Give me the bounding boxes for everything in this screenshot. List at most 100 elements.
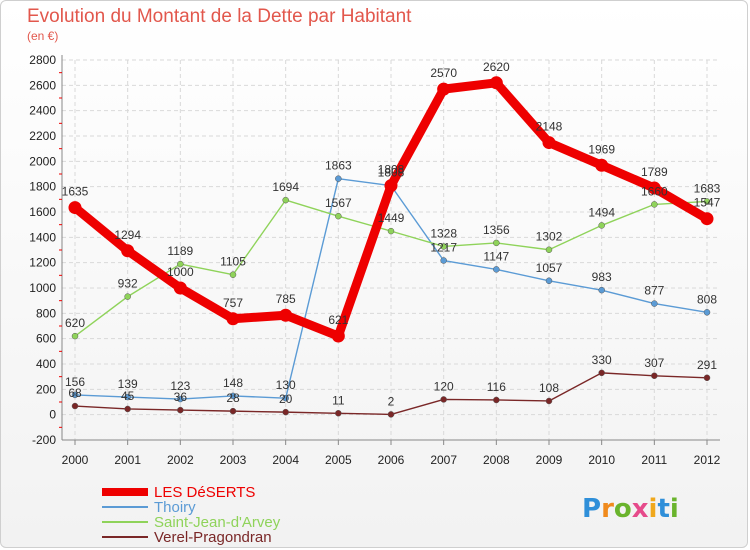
logo-letter: i [649, 494, 658, 524]
y-tick-label: 1600 [29, 205, 56, 219]
series-point [703, 374, 711, 382]
series-point [177, 406, 184, 414]
logo-letter: r [601, 494, 614, 524]
series-point [71, 391, 79, 399]
data-label: 291 [697, 358, 717, 372]
series-point [545, 277, 553, 285]
logo-letter: x [632, 494, 649, 524]
series-point [177, 395, 184, 403]
y-tick-label: 600 [36, 332, 56, 346]
data-label: 28 [226, 391, 240, 405]
data-label: 1147 [483, 249, 509, 263]
data-label: 330 [592, 353, 612, 367]
data-label: 307 [644, 356, 664, 370]
chart-subtitle: (en €) [27, 29, 58, 43]
series-point [229, 392, 237, 400]
series-point [598, 369, 605, 377]
series-point [226, 312, 240, 326]
grid [62, 59, 720, 441]
series-point [173, 281, 187, 295]
data-label: 2620 [483, 60, 510, 74]
series-point [651, 300, 658, 307]
series-point [71, 332, 79, 340]
x-tick-label: 2003 [220, 453, 247, 467]
data-label: 877 [644, 284, 664, 298]
data-label: 1494 [588, 205, 615, 219]
data-label: 120 [434, 379, 454, 393]
series-point [124, 405, 131, 413]
series-point [440, 243, 447, 250]
data-label: 156 [65, 375, 85, 389]
data-label: 1000 [167, 265, 194, 279]
data-label: 108 [539, 381, 559, 395]
data-label: 1105 [220, 255, 246, 269]
axes: -200 0 200 400 600 800 1000 1200 1400 1600 1800 200… [29, 53, 720, 467]
y-tick-label: 1000 [29, 281, 56, 295]
series-point [68, 201, 82, 215]
data-label: 1694 [272, 180, 299, 194]
y-tick-label: 2600 [29, 78, 56, 92]
data-label: 932 [118, 277, 138, 291]
logo-letter: o [614, 494, 632, 524]
data-label: 1789 [641, 165, 668, 179]
y-tick-label: -200 [32, 433, 56, 447]
legend: LES DéSERTSThoirySaint-Jean-d'ArveyVerel… [102, 484, 281, 546]
x-tick-label: 2004 [272, 453, 299, 467]
x-tick-label: 2002 [167, 453, 194, 467]
proxiti-logo-text: Proxiti [582, 494, 679, 524]
data-label: 757 [223, 296, 243, 310]
data-label: 2 [388, 394, 395, 408]
data-label: 1567 [325, 196, 352, 210]
legend-label: Thoiry [154, 499, 196, 516]
series-point [282, 394, 289, 402]
data-label: 20 [279, 392, 293, 406]
x-tick-label: 2008 [483, 453, 510, 467]
series-point [651, 201, 658, 208]
series-point [493, 239, 500, 247]
data-label: 116 [487, 380, 506, 394]
series-group [68, 76, 714, 418]
y-tick-label: 1200 [29, 256, 56, 270]
y-tick-label: 2400 [29, 104, 56, 118]
logo-letter: t [657, 494, 669, 524]
x-tick-label: 2010 [588, 453, 615, 467]
series-point [71, 402, 79, 410]
data-label: 130 [276, 378, 296, 392]
series-point [493, 396, 500, 404]
legend-label: Saint-Jean-d'Arvey [154, 514, 281, 531]
series-point [598, 286, 605, 294]
data-label: 1217 [430, 241, 457, 255]
series-point [335, 175, 342, 182]
series-point [647, 181, 661, 195]
series-point [595, 158, 609, 172]
series-point [598, 222, 605, 229]
data-label: 36 [174, 390, 188, 404]
series-point [703, 198, 711, 205]
data-label: 1683 [694, 181, 721, 195]
data-label: 1863 [325, 159, 352, 173]
data-label: 1808 [378, 166, 405, 180]
series-point [542, 136, 556, 150]
data-label: 1057 [536, 261, 563, 275]
x-tick-label: 2011 [641, 453, 667, 467]
logo-letter: P [582, 494, 601, 524]
series-point [331, 329, 345, 343]
chart-title: Evolution du Montant de la Dette par Hab… [27, 6, 412, 27]
data-label: 621 [328, 313, 348, 327]
series-point [335, 410, 342, 417]
logo-letter: i [670, 494, 679, 524]
series-point [493, 266, 500, 273]
data-label: 1294 [114, 228, 141, 242]
series-point [700, 212, 714, 226]
data-label: 1635 [62, 185, 89, 199]
series-point [282, 408, 289, 416]
data-label: 148 [223, 376, 243, 390]
y-tick-label: 200 [36, 382, 56, 396]
series-point [440, 396, 447, 403]
data-label: 1547 [694, 196, 721, 210]
data-label: 11 [332, 393, 345, 407]
data-label: 2148 [536, 120, 563, 134]
y-tick-label: 0 [49, 408, 56, 422]
